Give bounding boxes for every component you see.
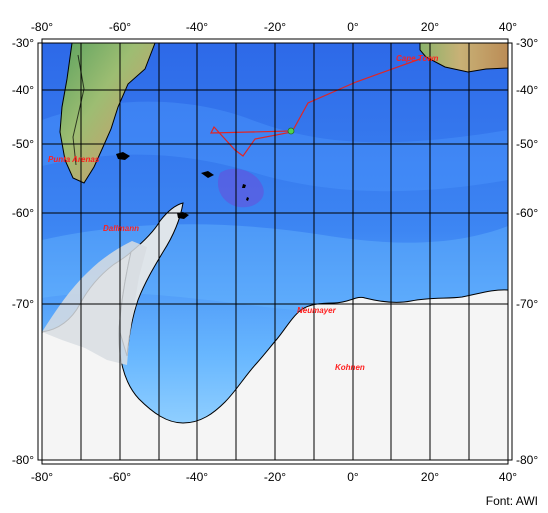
- right-lat-label-2: -50°: [516, 137, 538, 151]
- top-lon-label-4: 0°: [347, 20, 359, 34]
- bottom-lon-label-0: -80°: [31, 470, 53, 484]
- left-lat-label-0: -30°: [12, 36, 34, 50]
- bottom-longitude-labels: -80° -60° -40° -20° 0° 20° 40°: [31, 470, 517, 484]
- south-orkney-islands: [177, 212, 189, 219]
- bottom-lon-label-2: -40°: [186, 470, 208, 484]
- bottom-lon-label-6: 40°: [499, 470, 517, 484]
- top-lon-label-2: -40°: [186, 20, 208, 34]
- left-lat-label-5: -80°: [12, 453, 34, 467]
- sandwich-island-a: [242, 184, 246, 188]
- cape-town-label: Cape Town: [396, 54, 438, 63]
- punta-arenas-label: Punta Arenas: [48, 155, 100, 164]
- dallmann-label: Dallmann: [103, 224, 139, 233]
- sandwich-island-b: [246, 197, 249, 201]
- top-longitude-labels: -80° -60° -40° -20° 0° 20° 40°: [31, 20, 517, 34]
- right-lat-label-4: -70°: [516, 297, 538, 311]
- ship-position-marker: [287, 127, 295, 135]
- bottom-lon-label-1: -60°: [109, 470, 131, 484]
- map-border: [37, 38, 513, 465]
- left-lat-label-3: -60°: [12, 206, 34, 220]
- left-latitude-labels: -30° -40° -50° -60° -70° -80°: [12, 36, 34, 467]
- top-lon-label-0: -80°: [31, 20, 53, 34]
- top-lon-label-3: -20°: [264, 20, 286, 34]
- top-lon-label-6: 40°: [499, 20, 517, 34]
- top-lon-label-1: -60°: [109, 20, 131, 34]
- bottom-lon-label-3: -20°: [264, 470, 286, 484]
- neumayer-label: Neumayer: [297, 306, 337, 315]
- right-lat-label-3: -60°: [516, 206, 538, 220]
- bottom-lon-label-5: 20°: [421, 470, 439, 484]
- ship-track: [210, 58, 421, 157]
- bottom-lon-label-4: 0°: [347, 470, 359, 484]
- kohnen-label: Kohnen: [335, 363, 365, 372]
- south-america-land: [59, 42, 156, 184]
- left-lat-label-4: -70°: [12, 297, 34, 311]
- left-lat-label-1: -40°: [12, 83, 34, 97]
- right-lat-label-5: -80°: [516, 453, 538, 467]
- deep-trench: [217, 168, 264, 208]
- right-lat-label-0: -30°: [516, 36, 538, 50]
- right-latitude-labels: -30° -40° -50° -60° -70° -80°: [516, 36, 538, 467]
- south-georgia-island: [201, 171, 214, 178]
- ice-shelf-west: [42, 241, 147, 365]
- font-credit: Font: AWI: [485, 494, 538, 508]
- right-lat-label-1: -40°: [516, 83, 538, 97]
- top-lon-label-5: 20°: [421, 20, 439, 34]
- south-america-coast-detail: [72, 54, 85, 166]
- left-lat-label-2: -50°: [12, 137, 34, 151]
